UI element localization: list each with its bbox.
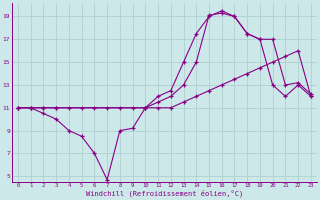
X-axis label: Windchill (Refroidissement éolien,°C): Windchill (Refroidissement éolien,°C) bbox=[86, 190, 243, 197]
